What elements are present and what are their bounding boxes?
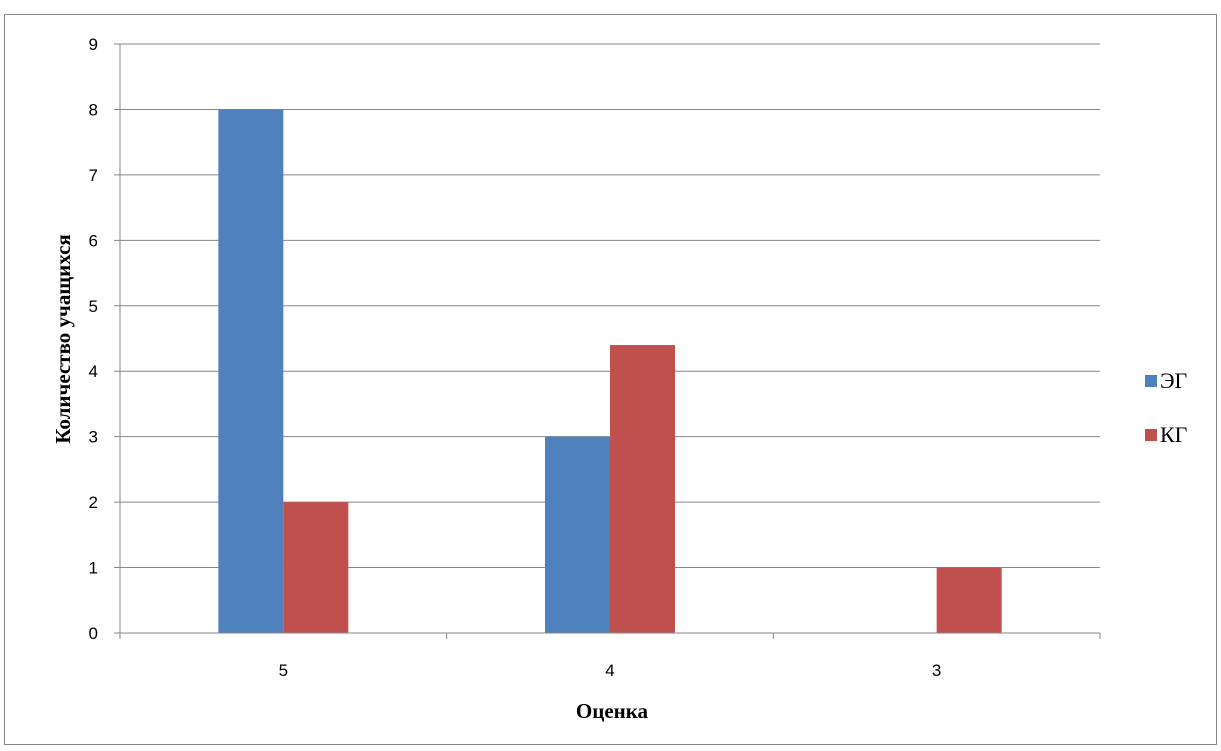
bar-kg-5 — [283, 502, 349, 633]
y-tick-label: 5 — [89, 297, 98, 316]
y-tick-label: 1 — [89, 559, 98, 578]
y-axis-tick-labels: 0 1 2 3 4 5 6 7 8 9 — [89, 35, 98, 643]
y-axis-title: Количество учащихся — [51, 234, 75, 444]
y-tick-label: 0 — [89, 624, 98, 643]
legend: ЭГ КГ — [1145, 368, 1188, 447]
bar-eg-5 — [218, 109, 284, 633]
legend-label: КГ — [1160, 422, 1188, 447]
x-tick-label: 4 — [605, 661, 614, 680]
y-tick-label: 6 — [89, 231, 98, 250]
x-axis — [119, 632, 1101, 639]
legend-swatch — [1145, 375, 1157, 387]
y-tick-label: 7 — [89, 166, 98, 185]
x-axis-tick-labels: 5 4 3 — [279, 661, 942, 680]
legend-label: ЭГ — [1160, 368, 1188, 393]
y-tick-label: 3 — [89, 428, 98, 447]
bars — [218, 109, 1002, 633]
x-axis-title: Оценка — [576, 699, 649, 723]
legend-swatch — [1145, 429, 1157, 441]
y-tick-label: 4 — [89, 362, 98, 381]
bar-kg-4 — [610, 345, 675, 633]
bar-kg-3 — [936, 567, 1002, 633]
bar-eg-4 — [545, 436, 610, 633]
y-tick-label: 8 — [89, 100, 98, 119]
x-tick-label: 5 — [279, 661, 288, 680]
y-tick-label: 9 — [89, 35, 98, 54]
y-tick-label: 2 — [89, 493, 98, 512]
x-tick-label: 3 — [932, 661, 941, 680]
